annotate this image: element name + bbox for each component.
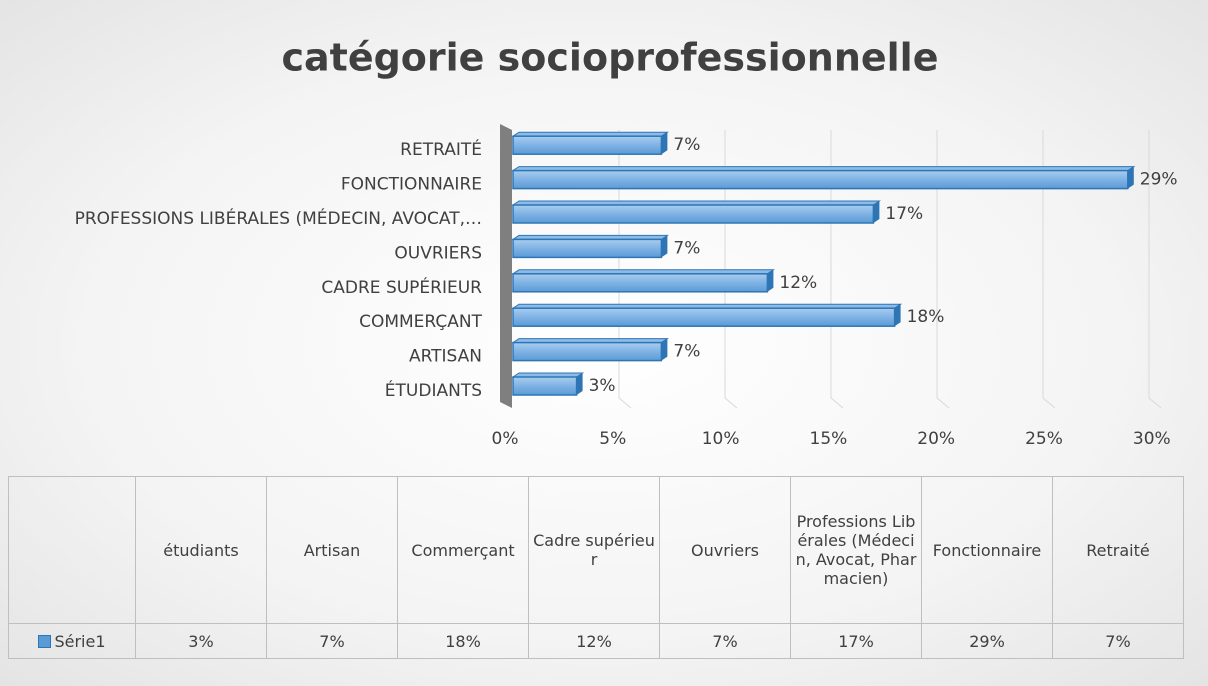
- table-header: étudiants: [135, 476, 267, 624]
- bar-side: [873, 201, 880, 223]
- value-label: 7%: [673, 238, 700, 258]
- legend-cell: Série1: [8, 623, 136, 659]
- table-header: Artisan: [266, 476, 398, 624]
- table-value: 18%: [397, 623, 529, 659]
- axis-wall: [500, 124, 512, 408]
- table-header: Professions Libérales (Médecin, Avocat, …: [790, 476, 922, 624]
- table-value: 3%: [135, 623, 267, 659]
- bar: [512, 273, 769, 293]
- y-tick-label: ÉTUDIANTS: [385, 379, 482, 401]
- bar: [512, 307, 896, 327]
- table-header: Fonctionnaire: [921, 476, 1053, 624]
- table-value: 7%: [266, 623, 398, 659]
- table-value: 17%: [790, 623, 922, 659]
- x-tick-label: 30%: [1133, 429, 1171, 449]
- table-value: 12%: [528, 623, 660, 659]
- value-label: 29%: [1140, 170, 1178, 190]
- legend-swatch: [38, 634, 52, 648]
- y-tick-label: OUVRIERS: [394, 243, 482, 263]
- bar-side: [894, 304, 901, 327]
- bar: [512, 204, 875, 224]
- value-label: 7%: [673, 135, 700, 155]
- grid-line: [1148, 130, 1162, 409]
- bar: [512, 341, 663, 362]
- bar-side: [661, 235, 668, 258]
- value-label: 17%: [885, 204, 923, 224]
- bar: [512, 135, 663, 155]
- bar-side: [661, 132, 668, 155]
- grid-line: [1042, 130, 1056, 409]
- value-label: 18%: [907, 307, 945, 327]
- bar-side: [576, 373, 583, 395]
- bar-side: [661, 338, 668, 361]
- y-tick-label: CADRE SUPÉRIEUR: [321, 276, 482, 298]
- x-tick-label: 10%: [702, 429, 740, 449]
- bar-side: [1127, 166, 1134, 189]
- y-tick-label: COMMERÇANT: [359, 312, 483, 332]
- grid-line: [936, 130, 950, 409]
- table-value: 7%: [1052, 623, 1184, 659]
- x-tick-label: 5%: [599, 429, 626, 449]
- bar: [512, 169, 1129, 190]
- table-header: Retraité: [1052, 476, 1184, 624]
- bar-side: [767, 269, 774, 292]
- y-tick-label: ARTISAN: [409, 347, 482, 367]
- x-tick-label: 20%: [917, 429, 955, 449]
- value-label: 7%: [673, 342, 700, 362]
- table-value: 29%: [921, 623, 1053, 659]
- table-value: 7%: [659, 623, 791, 659]
- table-header: Cadre supérieur: [528, 476, 660, 624]
- y-tick-label: FONCTIONNAIRE: [341, 175, 482, 195]
- y-tick-label: RETRAITÉ: [400, 138, 482, 160]
- x-tick-label: 25%: [1025, 429, 1063, 449]
- y-tick-label: PROFESSIONS LIBÉRALES (MÉDECIN, AVOCAT,…: [75, 207, 482, 229]
- data-table: étudiants Artisan Commerçant Cadre supérieu…: [8, 476, 1184, 659]
- table-header: Commerçant: [397, 476, 529, 624]
- bar: [512, 238, 663, 259]
- x-tick-label: 0%: [492, 429, 519, 449]
- chart-title: catégorie socioprofessionnelle: [282, 36, 939, 80]
- corner-cell: [8, 476, 136, 624]
- table-header: Ouvriers: [659, 476, 791, 624]
- bar: [512, 376, 578, 396]
- x-tick-label: 15%: [810, 429, 848, 449]
- legend-label: Série1: [54, 631, 106, 651]
- value-label: 3%: [589, 376, 616, 396]
- plot: catégorie socioprofessionnelle 0% 5% 10% 15…: [75, 36, 1178, 450]
- value-label: 12%: [779, 273, 817, 293]
